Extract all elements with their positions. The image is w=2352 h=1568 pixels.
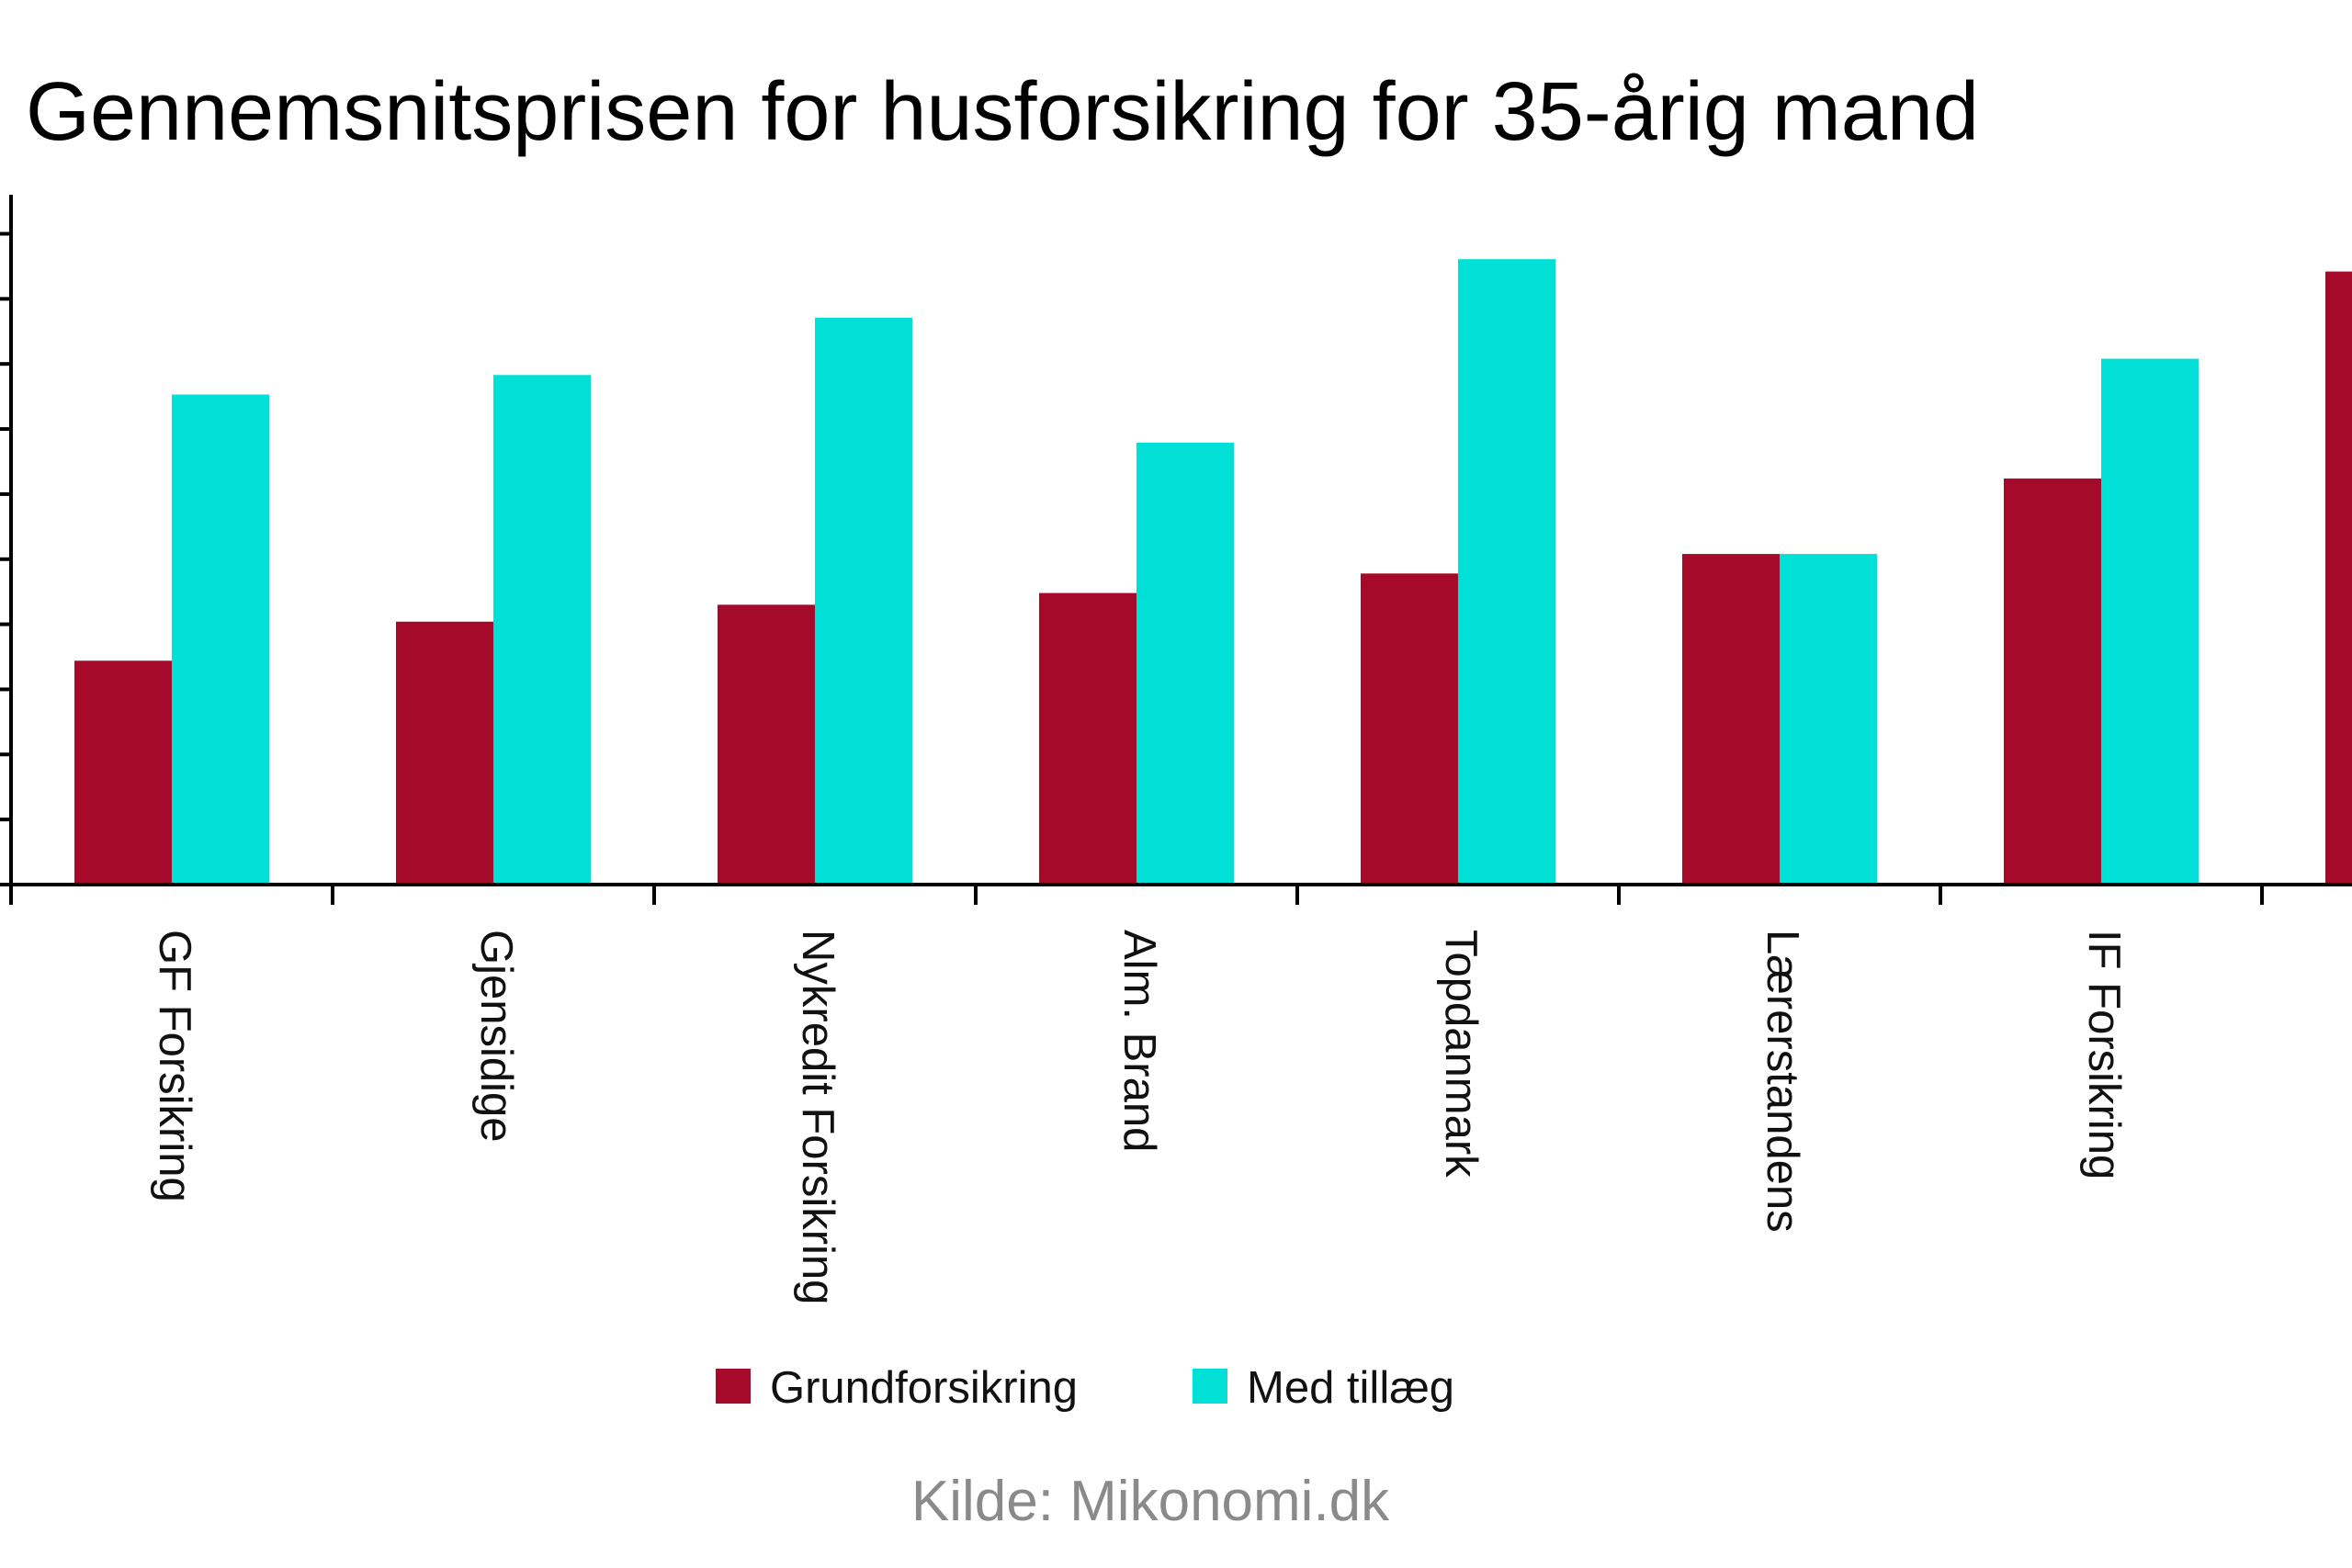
category-label: Lærerstandens: [1758, 930, 1807, 1233]
legend-swatch-grundforsikring: [716, 1369, 751, 1404]
category-labels: GF Forsikring Gjensidige Nykredit Forsikri…: [150, 930, 2129, 1304]
bar-med-tillaeg: [493, 375, 591, 885]
chart-title: Gennemsnitsprisen for husforsikring for …: [26, 66, 1979, 158]
legend-swatch-med-tillaeg: [1193, 1369, 1227, 1404]
legend: Grundforsikring Med tillæg: [716, 1363, 1454, 1413]
category-label: GF Forsikring: [150, 930, 199, 1202]
bar-med-tillaeg: [1458, 259, 1555, 885]
category-label: Topdanmark: [1436, 930, 1486, 1178]
bar-med-tillaeg: [172, 394, 269, 885]
bars-layer: [74, 259, 2352, 885]
source-caption: Kilde: Mikonomi.dk: [911, 1470, 1390, 1533]
legend-label-med-tillaeg: Med tillæg: [1247, 1363, 1454, 1413]
category-label: Gjensidige: [471, 930, 521, 1143]
category-label: IF Forsikring: [2079, 930, 2129, 1179]
bar-grundforsikring: [1682, 554, 1780, 885]
bar-med-tillaeg: [1136, 442, 1234, 885]
bar-grundforsikring: [2004, 478, 2101, 885]
bar-grundforsikring: [718, 604, 815, 885]
bar-med-tillaeg: [2101, 358, 2199, 885]
bar-grundforsikring: [74, 660, 172, 885]
bar-med-tillaeg: [815, 317, 912, 885]
bar-med-tillaeg: [1780, 554, 1877, 885]
bar-grundforsikring: [2325, 271, 2352, 885]
category-label: Alm. Brand: [1114, 930, 1164, 1152]
bar-grundforsikring: [1039, 592, 1136, 885]
legend-label-grundforsikring: Grundforsikring: [770, 1363, 1078, 1413]
category-label: Nykredit Forsikring: [793, 930, 842, 1304]
bar-grundforsikring: [1361, 573, 1458, 885]
bar-grundforsikring: [396, 621, 493, 885]
axes-layer: [0, 195, 2352, 905]
